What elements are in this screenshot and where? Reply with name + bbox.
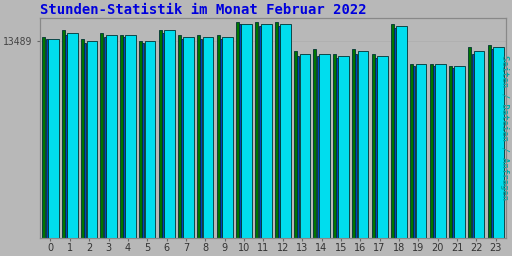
Bar <box>159 30 161 238</box>
Bar <box>120 35 123 238</box>
Bar <box>355 54 357 238</box>
Bar <box>433 66 435 238</box>
Bar <box>87 41 97 238</box>
Bar <box>357 51 368 238</box>
Bar <box>125 35 136 238</box>
Bar <box>84 43 87 238</box>
Bar <box>242 24 252 238</box>
Bar <box>62 30 65 238</box>
Bar <box>164 30 175 238</box>
Bar <box>142 43 144 238</box>
Bar <box>377 56 388 238</box>
Bar <box>220 39 222 238</box>
Bar <box>181 39 183 238</box>
Bar <box>67 33 78 238</box>
Bar <box>488 45 490 238</box>
Bar <box>493 47 504 238</box>
Bar <box>178 35 181 238</box>
Bar <box>65 35 67 238</box>
Bar <box>48 39 58 238</box>
Bar <box>261 24 271 238</box>
Bar <box>203 37 214 238</box>
Bar <box>338 56 349 238</box>
Bar <box>106 35 117 238</box>
Bar <box>472 54 474 238</box>
Y-axis label: Seiten / Dateien / Anfragen: Seiten / Dateien / Anfragen <box>500 55 509 200</box>
Bar <box>144 41 155 238</box>
Bar <box>42 37 46 238</box>
Bar <box>259 26 261 238</box>
Bar <box>336 58 338 238</box>
Bar <box>280 24 291 238</box>
Bar <box>491 49 493 238</box>
Bar <box>414 66 415 238</box>
Bar <box>239 24 241 238</box>
Bar <box>162 33 164 238</box>
Bar <box>81 39 84 238</box>
Bar <box>222 37 233 238</box>
Bar <box>430 64 433 238</box>
Text: Stunden-Statistik im Monat Februar 2022: Stunden-Statistik im Monat Februar 2022 <box>40 3 367 17</box>
Bar <box>294 51 297 238</box>
Bar <box>435 64 446 238</box>
Bar <box>313 49 316 238</box>
Bar <box>449 66 452 238</box>
Bar <box>103 37 105 238</box>
Bar <box>46 39 48 238</box>
Bar <box>236 22 239 238</box>
Bar <box>278 26 280 238</box>
Bar <box>255 22 259 238</box>
Bar <box>275 22 278 238</box>
Bar <box>197 35 200 238</box>
Bar <box>319 54 330 238</box>
Bar <box>452 68 454 238</box>
Bar <box>183 37 194 238</box>
Bar <box>300 54 310 238</box>
Bar <box>394 28 396 238</box>
Bar <box>297 56 300 238</box>
Bar <box>375 58 377 238</box>
Bar <box>316 56 318 238</box>
Bar <box>474 51 484 238</box>
Bar <box>352 49 355 238</box>
Bar <box>410 64 413 238</box>
Bar <box>468 47 472 238</box>
Bar <box>391 24 394 238</box>
Bar <box>100 33 103 238</box>
Bar <box>396 26 407 238</box>
Bar <box>372 54 374 238</box>
Bar <box>333 54 336 238</box>
Bar <box>455 66 465 238</box>
Bar <box>416 64 426 238</box>
Bar <box>201 39 202 238</box>
Bar <box>123 37 125 238</box>
Bar <box>139 41 142 238</box>
Bar <box>217 35 220 238</box>
